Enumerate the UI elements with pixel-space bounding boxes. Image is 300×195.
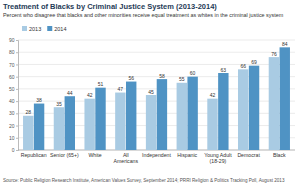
bar bbox=[157, 79, 167, 150]
tick: 70 bbox=[9, 62, 18, 68]
tick: 20 bbox=[9, 123, 18, 129]
legend: 2013 2014 bbox=[22, 26, 67, 32]
bar bbox=[23, 116, 33, 150]
data-labels: 28 35 42 47 45 55 42 66 76 38 44 51 56 58 60 63 69 84 bbox=[25, 41, 287, 115]
tick-label: 30 bbox=[9, 110, 15, 116]
data-label: 42 bbox=[210, 92, 216, 98]
data-label: 47 bbox=[118, 86, 124, 92]
tick-mark bbox=[16, 40, 18, 41]
bar bbox=[84, 99, 94, 150]
data-label: 44 bbox=[67, 90, 73, 96]
data-label: 38 bbox=[36, 97, 42, 103]
chart: Treatment of Blacks by Criminal Justice … bbox=[0, 0, 300, 195]
bar bbox=[218, 73, 228, 150]
data-label: 56 bbox=[128, 75, 134, 81]
plot: 0 10 20 30 40 50 60 70 80 90 28 35 42 47 45 55 42 66 76 38 4… bbox=[9, 37, 295, 164]
tick: 10 bbox=[9, 135, 18, 141]
legend-label: 2013 bbox=[29, 26, 41, 32]
data-label: 42 bbox=[87, 92, 93, 98]
bar bbox=[95, 88, 105, 150]
tick-mark bbox=[16, 101, 18, 102]
grid bbox=[18, 40, 295, 150]
legend-swatch bbox=[47, 26, 52, 31]
bar bbox=[177, 83, 187, 150]
bar bbox=[238, 69, 248, 150]
tick: 0 bbox=[12, 147, 18, 153]
tick: 50 bbox=[9, 86, 18, 92]
tick-label: 20 bbox=[9, 123, 15, 129]
tick-label: Democrat bbox=[237, 152, 260, 158]
tick-label: White bbox=[88, 152, 101, 158]
bar bbox=[280, 47, 290, 150]
tick-label: Black bbox=[273, 152, 286, 158]
y-axis-line bbox=[16, 41, 19, 151]
tick-label: Republican bbox=[21, 152, 47, 158]
tick-mark bbox=[16, 89, 18, 90]
data-label: 60 bbox=[190, 70, 196, 76]
tick-mark bbox=[16, 52, 18, 53]
y-axis: 0 10 20 30 40 50 60 70 80 90 bbox=[9, 37, 19, 153]
bar bbox=[34, 104, 44, 150]
tick-label: 0 bbox=[12, 147, 15, 153]
bars bbox=[23, 47, 290, 150]
tick: 30 bbox=[9, 110, 18, 116]
bar bbox=[269, 57, 279, 150]
data-label: 84 bbox=[282, 41, 288, 47]
legend-label: 2014 bbox=[54, 26, 66, 32]
tick-label: 70 bbox=[9, 62, 15, 68]
tick-label: 90 bbox=[9, 37, 15, 43]
tick-label: AllAmericans bbox=[114, 152, 139, 164]
tick: 80 bbox=[9, 49, 18, 55]
tick: 90 bbox=[9, 37, 18, 43]
bar bbox=[187, 77, 197, 150]
tick-mark bbox=[16, 150, 18, 151]
data-label: 51 bbox=[98, 81, 104, 87]
data-label: 58 bbox=[159, 73, 165, 79]
title: Treatment of Blacks by Criminal Justice … bbox=[3, 2, 217, 11]
tick-mark bbox=[16, 113, 18, 114]
tick-label: 60 bbox=[9, 74, 15, 80]
tick-label: Independent bbox=[142, 152, 171, 158]
data-label: 55 bbox=[179, 76, 185, 82]
subtitle: Percent who disagree that blacks and oth… bbox=[3, 12, 284, 18]
data-label: 66 bbox=[240, 63, 246, 69]
data-label: 35 bbox=[56, 101, 62, 107]
x-axis: RepublicanSenior (65+) White AllAmericansI… bbox=[21, 152, 286, 164]
tick-label: 40 bbox=[9, 98, 15, 104]
bar bbox=[115, 93, 125, 150]
tick-label: 50 bbox=[9, 86, 15, 92]
tick-mark bbox=[16, 126, 18, 127]
tick-mark bbox=[16, 77, 18, 78]
bar bbox=[249, 66, 259, 150]
legend-swatch bbox=[22, 26, 27, 31]
bar bbox=[65, 96, 75, 150]
tick: 40 bbox=[9, 98, 18, 104]
data-label: 45 bbox=[148, 89, 154, 95]
data-label: 69 bbox=[251, 59, 257, 65]
tick-label: Young Adult(18-29) bbox=[204, 152, 232, 164]
tick-mark bbox=[16, 64, 18, 65]
source: Source: Public Religion Research Institu… bbox=[3, 178, 285, 183]
data-label: 28 bbox=[25, 109, 31, 115]
data-label: 63 bbox=[221, 67, 227, 73]
bar bbox=[207, 99, 217, 150]
tick: 60 bbox=[9, 74, 18, 80]
bar bbox=[146, 95, 156, 150]
bar bbox=[54, 107, 64, 150]
tick-mark bbox=[16, 138, 18, 139]
tick-label: Hispanic bbox=[177, 152, 197, 158]
grid-line bbox=[18, 52, 295, 53]
bar bbox=[126, 82, 136, 150]
tick-label: 10 bbox=[9, 135, 15, 141]
grid-line bbox=[18, 40, 295, 41]
tick-label: 80 bbox=[9, 49, 15, 55]
data-label: 76 bbox=[271, 51, 277, 57]
tick-label: Senior (65+) bbox=[50, 152, 79, 158]
